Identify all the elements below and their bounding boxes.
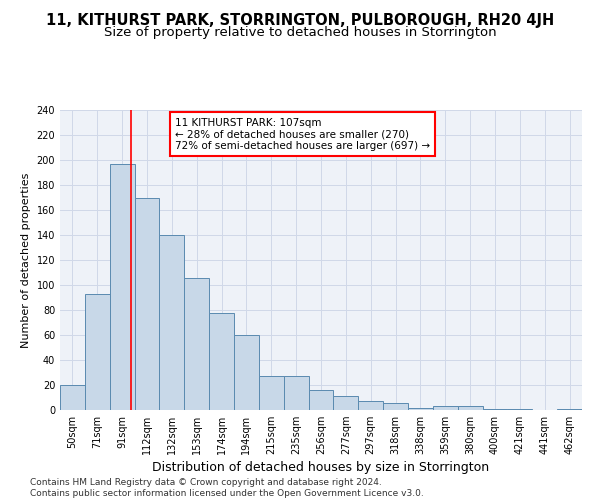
Bar — [259, 376, 284, 410]
Bar — [308, 390, 334, 410]
Bar — [85, 294, 110, 410]
Bar — [482, 409, 508, 410]
Bar — [408, 408, 433, 410]
Text: Size of property relative to detached houses in Storrington: Size of property relative to detached ho… — [104, 26, 496, 39]
Bar — [358, 401, 383, 410]
Bar — [234, 335, 259, 410]
Bar — [334, 396, 358, 410]
Bar — [184, 278, 209, 410]
Bar — [458, 406, 482, 410]
X-axis label: Distribution of detached houses by size in Storrington: Distribution of detached houses by size … — [152, 462, 490, 474]
Bar — [284, 376, 308, 410]
Bar — [383, 402, 408, 410]
Bar — [557, 409, 582, 410]
Bar — [134, 198, 160, 410]
Bar — [60, 385, 85, 410]
Text: 11, KITHURST PARK, STORRINGTON, PULBOROUGH, RH20 4JH: 11, KITHURST PARK, STORRINGTON, PULBOROU… — [46, 12, 554, 28]
Bar — [160, 235, 184, 410]
Y-axis label: Number of detached properties: Number of detached properties — [21, 172, 31, 348]
Bar — [508, 409, 532, 410]
Bar — [433, 406, 458, 410]
Bar — [209, 312, 234, 410]
Text: Contains HM Land Registry data © Crown copyright and database right 2024.
Contai: Contains HM Land Registry data © Crown c… — [30, 478, 424, 498]
Text: 11 KITHURST PARK: 107sqm
← 28% of detached houses are smaller (270)
72% of semi-: 11 KITHURST PARK: 107sqm ← 28% of detach… — [175, 118, 430, 150]
Bar — [110, 164, 134, 410]
